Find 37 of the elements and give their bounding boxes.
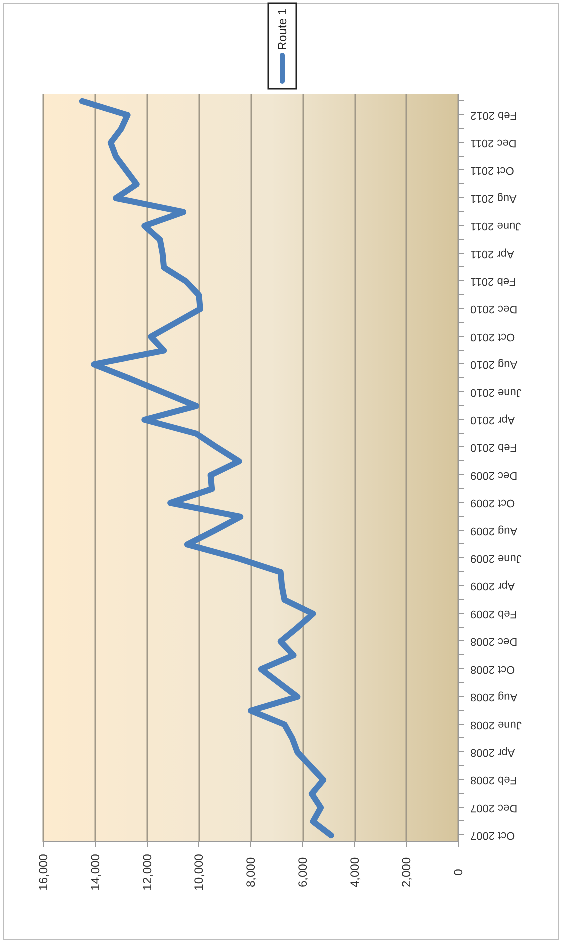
y-tick-label: June 2011	[470, 220, 521, 232]
x-tick-label: 6,000	[295, 856, 310, 888]
text: Route 1	[275, 8, 289, 50]
y-tick-label: June 2010	[470, 386, 522, 398]
x-tick-label: 2,000	[399, 856, 414, 888]
y-tick-label: June 2008	[470, 718, 522, 730]
y-tick-label: Apr 2008	[470, 746, 515, 758]
y-tick-label: Apr 2011	[470, 247, 514, 260]
y-tick-label: Dec 2010	[470, 302, 518, 315]
y-tick-label: Apr 2010	[470, 414, 515, 426]
x-tick-label: 14,000	[88, 853, 102, 890]
x-tick-label: 0	[451, 868, 465, 876]
y-tick-label: June 2009	[470, 552, 522, 564]
y-tick-label: Oct 2010	[470, 330, 515, 342]
y-tick-label: Dec 2008	[470, 635, 518, 648]
y-tick-label: Feb 2009	[470, 607, 516, 620]
x-tick-label: 8,000	[244, 856, 258, 888]
y-tick-label: Aug 2009	[470, 524, 518, 536]
y-tick-label: Dec 2011	[470, 136, 516, 148]
y-tick-label: Feb 2010	[470, 441, 516, 454]
y-tick-label: Feb 2012	[470, 108, 516, 121]
y-tick-label: Dec 2007	[470, 801, 518, 814]
y-tick-label: Apr 2009	[470, 580, 515, 592]
x-tick-label: 16,000	[36, 853, 50, 890]
y-tick-label: Aug 2011	[470, 192, 516, 204]
y-tick-label: Feb 2008	[470, 774, 516, 786]
y-tick-label: Oct 2008	[470, 662, 515, 675]
y-tick-label: Dec 2009	[470, 468, 518, 481]
x-tick-label: 4,000	[347, 856, 362, 888]
y-tick-label: Oct 2009	[470, 496, 515, 509]
x-tick-label: 12,000	[140, 853, 154, 890]
y-tick-label: Oct 2007	[470, 829, 515, 842]
y-tick-label: Feb 2011	[470, 275, 516, 287]
x-tick-label: 10,000	[192, 853, 206, 890]
y-tick-label: Oct 2011	[470, 164, 514, 176]
y-tick-label: Aug 2010	[470, 358, 518, 370]
y-tick-label: Aug 2008	[470, 690, 518, 703]
